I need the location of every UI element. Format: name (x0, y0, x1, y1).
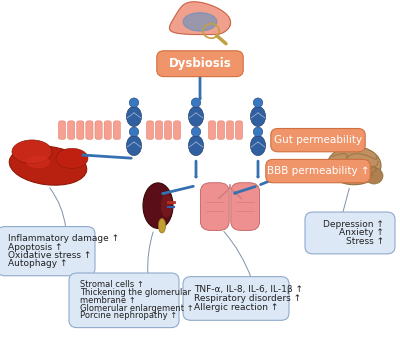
Ellipse shape (129, 127, 139, 136)
Ellipse shape (250, 135, 266, 155)
FancyBboxPatch shape (218, 121, 225, 139)
Ellipse shape (12, 140, 52, 163)
Text: Dysbiosis: Dysbiosis (169, 57, 231, 70)
Text: Depression ↑: Depression ↑ (323, 220, 384, 229)
FancyBboxPatch shape (174, 121, 181, 139)
Text: Porcine nephropathy ↑: Porcine nephropathy ↑ (80, 311, 178, 320)
FancyBboxPatch shape (271, 128, 365, 152)
Ellipse shape (161, 194, 173, 217)
Ellipse shape (188, 106, 204, 126)
Ellipse shape (365, 167, 383, 184)
Text: Inflammatory damage ↑: Inflammatory damage ↑ (8, 234, 119, 243)
FancyBboxPatch shape (266, 159, 370, 183)
Ellipse shape (143, 183, 173, 229)
Text: Stress ↑: Stress ↑ (346, 237, 384, 246)
Text: Anxiety ↑: Anxiety ↑ (339, 229, 384, 237)
Text: TNF-α, IL-8, IL-6, IL-1β ↑: TNF-α, IL-8, IL-6, IL-1β ↑ (194, 285, 303, 294)
Ellipse shape (129, 98, 139, 107)
FancyBboxPatch shape (95, 121, 102, 139)
Text: Gut permeability: Gut permeability (274, 135, 362, 145)
FancyBboxPatch shape (155, 121, 163, 139)
Text: Respiratory disorders ↑: Respiratory disorders ↑ (194, 294, 301, 303)
FancyBboxPatch shape (208, 121, 216, 139)
FancyBboxPatch shape (58, 121, 66, 139)
FancyBboxPatch shape (164, 121, 172, 139)
Polygon shape (183, 13, 217, 31)
Ellipse shape (327, 146, 381, 185)
FancyBboxPatch shape (68, 121, 75, 139)
Text: Autophagy ↑: Autophagy ↑ (8, 259, 68, 268)
FancyBboxPatch shape (183, 277, 289, 320)
Ellipse shape (126, 135, 142, 155)
FancyBboxPatch shape (235, 121, 242, 139)
Ellipse shape (253, 127, 263, 136)
Polygon shape (170, 2, 230, 35)
FancyBboxPatch shape (157, 51, 243, 77)
Text: Apoptosis ↑: Apoptosis ↑ (8, 242, 63, 252)
FancyBboxPatch shape (146, 121, 154, 139)
FancyBboxPatch shape (69, 273, 179, 328)
Ellipse shape (191, 98, 201, 107)
Text: membrane ↑: membrane ↑ (80, 296, 136, 305)
Text: Glomerular enlargement ↑: Glomerular enlargement ↑ (80, 304, 194, 313)
FancyBboxPatch shape (0, 226, 95, 276)
Ellipse shape (26, 155, 50, 168)
FancyBboxPatch shape (104, 121, 111, 139)
Text: Stromal cells ↑: Stromal cells ↑ (80, 280, 144, 289)
Ellipse shape (158, 218, 166, 233)
Ellipse shape (56, 148, 88, 168)
FancyBboxPatch shape (305, 212, 395, 254)
FancyBboxPatch shape (200, 183, 229, 230)
Ellipse shape (191, 127, 201, 136)
Ellipse shape (253, 98, 263, 107)
Text: Oxidative stress ↑: Oxidative stress ↑ (8, 251, 92, 260)
Text: Allergic reaction ↑: Allergic reaction ↑ (194, 303, 278, 312)
FancyBboxPatch shape (113, 121, 120, 139)
Ellipse shape (126, 106, 142, 126)
Ellipse shape (188, 135, 204, 155)
FancyBboxPatch shape (77, 121, 84, 139)
FancyBboxPatch shape (86, 121, 93, 139)
Ellipse shape (250, 106, 266, 126)
Text: BBB permeability ↑: BBB permeability ↑ (267, 166, 369, 176)
Ellipse shape (9, 146, 87, 185)
FancyBboxPatch shape (231, 183, 260, 230)
Text: Thickening the glomerular: Thickening the glomerular (80, 288, 191, 297)
FancyBboxPatch shape (226, 121, 234, 139)
